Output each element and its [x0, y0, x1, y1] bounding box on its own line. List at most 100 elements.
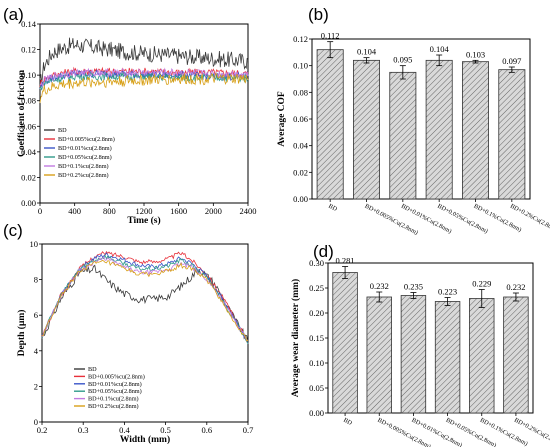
y-tick-label: 0.05	[309, 383, 324, 393]
y-tick-label: 0.04	[293, 141, 309, 151]
x-tick-label: 2000	[205, 206, 222, 216]
panel-label-a: (a)	[3, 5, 24, 24]
plot-frame-c	[41, 243, 249, 423]
bar	[400, 295, 427, 414]
x-tick-label: 1600	[170, 206, 187, 216]
legend-entry: BD+0.005%cu(2.8nm)	[88, 373, 145, 380]
bar	[332, 272, 358, 414]
bar	[469, 298, 495, 414]
legend-entry: BD+0.2%cu(2.8nm)	[88, 403, 139, 410]
x-tick-label: 0.5	[160, 425, 171, 435]
series-line	[41, 252, 249, 344]
y-tick-label: 0.00	[21, 198, 36, 208]
x-tick-label: 2400	[240, 206, 257, 216]
series-line	[39, 71, 249, 91]
x-tick-label: 400	[68, 206, 81, 216]
series-line	[39, 72, 249, 104]
y-tick-label: 4	[34, 346, 39, 356]
y-tick-label: 0.08	[21, 96, 36, 106]
y-tick-label: 0.06	[21, 121, 36, 131]
legend-entry: BD+0.1%cu(2.8nm)	[58, 163, 109, 170]
panel-label-d: (d)	[313, 242, 334, 261]
x-tick-label: 0.3	[78, 425, 89, 435]
bar	[434, 301, 461, 414]
y-tick-label: 0.25	[309, 283, 324, 293]
legend-entry: BD	[58, 127, 67, 134]
legend-entry: BD+0.05%cu(2.8nm)	[88, 388, 142, 395]
y-tick-label: 0.02	[293, 167, 308, 177]
data-label: 0.112	[321, 31, 340, 41]
data-label: 0.104	[357, 47, 377, 57]
y-axis-label: Depth (μm)	[16, 310, 27, 357]
data-label: 0.281	[336, 256, 355, 266]
data-label: 0.223	[438, 287, 457, 297]
data-label: 0.232	[370, 281, 389, 291]
y-tick-label: 0.30	[309, 258, 324, 268]
y-tick-label: 0	[34, 417, 38, 427]
y-tick-label: 0.10	[293, 61, 308, 71]
y-tick-label: 0.15	[309, 333, 324, 343]
bar	[366, 296, 392, 414]
y-tick-label: 10	[30, 239, 39, 249]
plot-frame-b	[311, 38, 531, 200]
legend-entry: BD+0.05%cu(2.8nm)	[58, 154, 112, 161]
data-label: 0.235	[404, 282, 423, 292]
data-label: 0.095	[393, 55, 412, 65]
bar	[503, 296, 529, 414]
panel-label-b: (b)	[308, 5, 329, 24]
data-label: 0.229	[472, 279, 491, 289]
bar	[316, 49, 344, 200]
y-tick-label: 0.04	[21, 147, 37, 157]
x-tick-label: 0	[38, 206, 42, 216]
x-tick-label: 0.7	[243, 425, 254, 435]
x-axis-label: Time (s)	[127, 215, 160, 226]
category-label: BD	[342, 417, 353, 427]
legend-entry: BD+0.005%cu(2.8nm)	[58, 136, 115, 143]
data-label: 0.232	[506, 282, 525, 292]
data-label: 0.097	[502, 56, 521, 66]
y-tick-label: 0.20	[309, 308, 324, 318]
y-tick-label: 0.02	[21, 172, 36, 182]
y-axis-label: Average COF	[277, 91, 287, 147]
bar	[389, 71, 417, 200]
x-tick-label: 0.2	[37, 425, 48, 435]
y-tick-label: 0.12	[293, 34, 308, 44]
x-tick-label: 800	[103, 206, 116, 216]
y-tick-label: 2	[34, 381, 38, 391]
series-line	[41, 250, 249, 344]
y-axis-label: Coefficient of friction	[17, 69, 27, 157]
x-tick-label: 0.4	[119, 425, 130, 435]
legend-entry: BD+0.1%cu(2.8nm)	[88, 396, 139, 403]
bar	[498, 69, 526, 200]
series-line	[41, 254, 249, 345]
y-tick-label: 0.10	[309, 358, 324, 368]
y-tick-label: 6	[34, 310, 38, 320]
legend-entry: BD+0.2%cu(2.8nm)	[58, 172, 109, 179]
y-tick-label: 8	[34, 275, 38, 285]
y-tick-label: 0.08	[293, 87, 308, 97]
plot-frame-d	[327, 262, 534, 414]
y-tick-label: 0.00	[293, 194, 308, 204]
series-line	[39, 37, 249, 85]
data-label: 0.104	[430, 44, 450, 54]
bar	[425, 59, 453, 200]
legend-entry: BD+0.01%cu(2.8nm)	[58, 145, 112, 152]
x-tick-label: 1200	[136, 206, 153, 216]
y-tick-label: 0.06	[293, 114, 308, 124]
y-tick-label: 0.00	[309, 408, 324, 418]
category-label: BD	[327, 203, 338, 213]
panel-label-c: (c)	[3, 221, 23, 240]
legend-entry: BD	[88, 366, 97, 373]
x-axis-label: Width (mm)	[120, 434, 170, 445]
series-line	[39, 67, 249, 88]
bar	[462, 61, 489, 200]
legend-entry: BD+0.01%cu(2.8nm)	[88, 381, 142, 388]
bar	[353, 59, 380, 200]
data-label: 0.103	[466, 49, 485, 59]
y-tick-label: 0.12	[21, 45, 36, 55]
y-tick-label: 0.14	[21, 19, 37, 29]
y-axis-label: Average wear diameter (mm)	[290, 279, 301, 397]
y-tick-label: 0.10	[21, 70, 36, 80]
x-tick-label: 0.6	[201, 425, 212, 435]
